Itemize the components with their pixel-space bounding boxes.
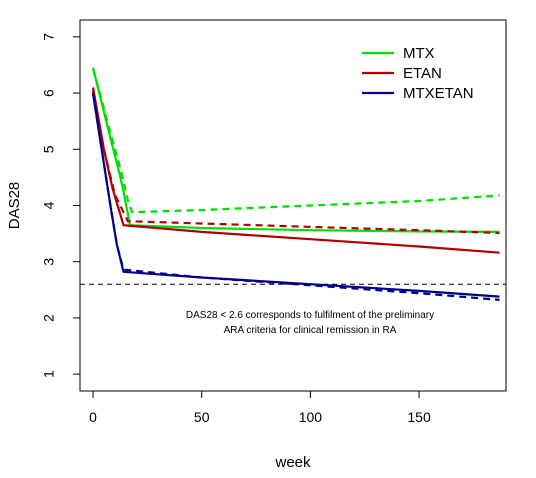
y-tick-label: 1 xyxy=(41,370,57,378)
x-axis: 0 50 100 150 xyxy=(89,391,431,425)
remission-note-line-2: ARA criteria for clinical remission in R… xyxy=(224,325,397,336)
legend-label-mtx: MTX xyxy=(403,45,435,62)
y-axis-title: DAS28 xyxy=(6,182,23,230)
y-tick-label: 6 xyxy=(41,89,57,97)
y-axis: 1 2 3 4 5 6 7 xyxy=(41,33,80,378)
series-line-mtx-dashed xyxy=(91,67,500,214)
series-line-etan-dashed xyxy=(91,90,500,235)
remission-note: DAS28 < 2.6 corresponds to fulfilment of… xyxy=(186,310,434,336)
legend-label-etan: ETAN xyxy=(403,65,442,82)
y-tick-label: 4 xyxy=(41,201,57,209)
x-tick-label: 100 xyxy=(299,409,323,425)
y-tick-label: 5 xyxy=(41,145,57,153)
series-line-mtxetan-solid xyxy=(91,92,500,298)
legend-label-mtxetan: MTXETAN xyxy=(403,85,474,102)
series-line-etan-solid xyxy=(91,87,500,254)
series-layer xyxy=(91,67,500,301)
y-tick-label: 3 xyxy=(41,258,57,266)
x-tick-label: 150 xyxy=(407,409,431,425)
remission-note-line-1: DAS28 < 2.6 corresponds to fulfilment of… xyxy=(186,310,434,321)
y-tick-label: 7 xyxy=(41,33,57,41)
y-tick-label: 2 xyxy=(41,314,57,322)
x-axis-title: week xyxy=(274,454,311,471)
x-tick-label: 50 xyxy=(194,409,210,425)
x-tick-label: 0 xyxy=(89,409,97,425)
series-line-mtxetan-dashed xyxy=(91,92,500,301)
